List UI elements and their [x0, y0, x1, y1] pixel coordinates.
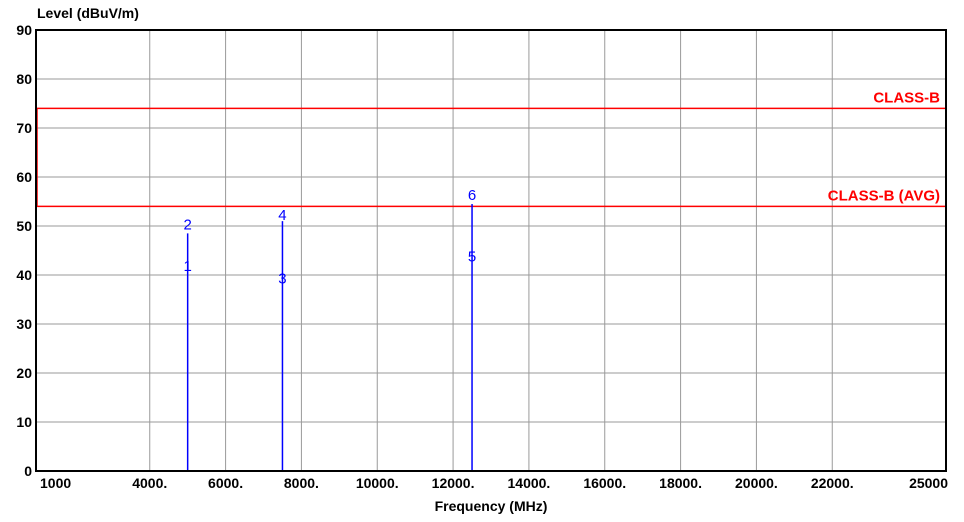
x-tick-label: 25000	[909, 475, 948, 491]
y-tick-label: 30	[16, 316, 32, 332]
x-tick-label: 16000.	[583, 475, 626, 491]
emission-spikes	[186, 203, 473, 471]
y-tick-label: 20	[16, 365, 32, 381]
marker-label: 2	[183, 217, 191, 234]
x-tick-labels: 1000 4000. 6000. 8000. 10000. 12000. 14000. 160…	[40, 475, 948, 491]
x-tick-label: 4000.	[132, 475, 167, 491]
y-tick-label: 10	[16, 414, 32, 430]
plot-frame	[35, 29, 947, 472]
limit-line-label: CLASS-B (AVG)	[828, 187, 940, 204]
x-tick-label: 10000.	[356, 475, 399, 491]
x-tick-label: 1000	[40, 475, 71, 491]
marker-labels: 1 2 3 4 5 6	[183, 187, 476, 287]
x-tick-label: 18000.	[659, 475, 702, 491]
y-tick-label: 0	[24, 463, 32, 479]
marker-label: 4	[278, 207, 286, 224]
x-tick-label: 22000.	[811, 475, 854, 491]
limit-lines: CLASS-B CLASS-B (AVG)	[36, 89, 946, 208]
x-tick-label: 14000.	[508, 475, 551, 491]
y-tick-label: 40	[16, 267, 32, 283]
marker-label: 3	[278, 270, 286, 287]
x-tick-label: 20000.	[735, 475, 778, 491]
y-tick-label: 60	[16, 169, 32, 185]
y-tick-label: 80	[16, 71, 32, 87]
y-axis-label: Level (dBuV/m)	[37, 5, 139, 21]
marker-label: 6	[468, 187, 476, 204]
y-tick-label: 50	[16, 218, 32, 234]
x-axis-label: Frequency (MHz)	[435, 498, 548, 514]
x-tick-label: 6000.	[208, 475, 243, 491]
y-tick-label: 90	[16, 22, 32, 38]
marker-label: 5	[468, 248, 476, 265]
y-tick-label: 70	[16, 120, 32, 136]
y-tick-labels: 0 10 20 30 40 50 60 70 80 90	[16, 22, 32, 479]
grid	[36, 30, 946, 471]
x-tick-label: 12000.	[432, 475, 475, 491]
x-tick-label: 8000.	[284, 475, 319, 491]
limit-line-label: CLASS-B	[873, 89, 940, 106]
marker-label: 1	[183, 258, 191, 275]
